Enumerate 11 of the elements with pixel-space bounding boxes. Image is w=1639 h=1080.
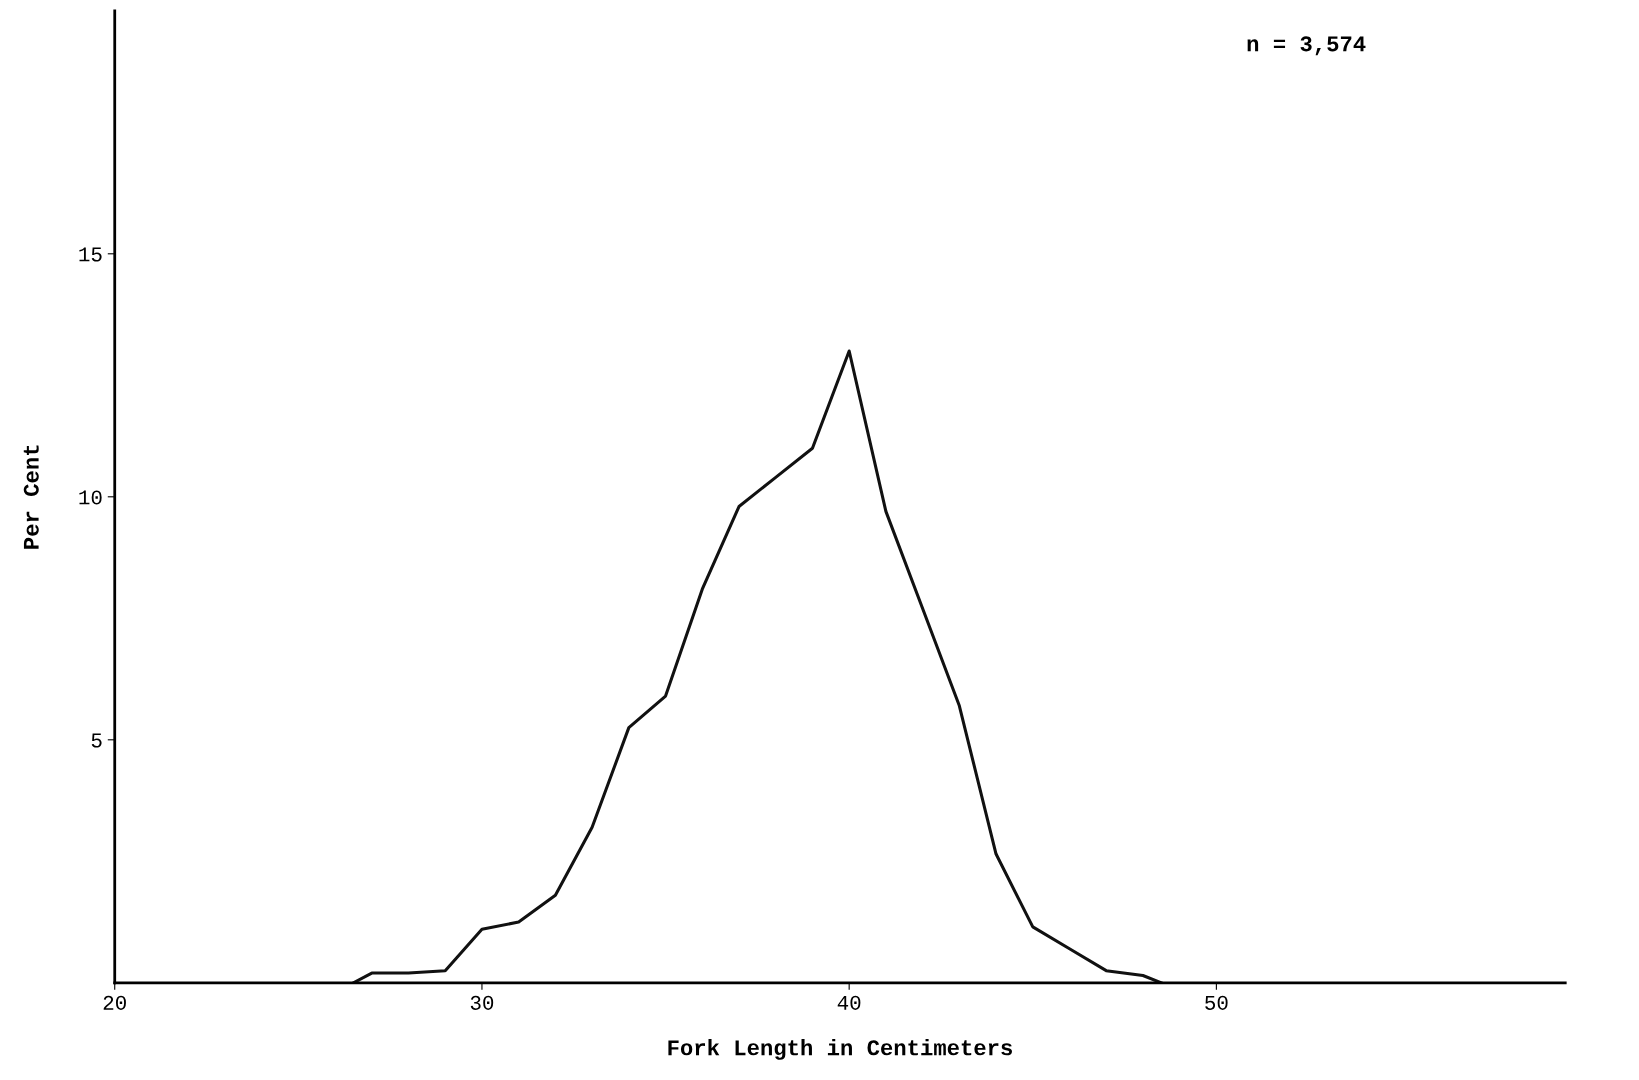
y-tick-label: 15: [79, 247, 102, 262]
y-tick-label: 10: [79, 490, 102, 505]
y-tick-label: 5: [91, 733, 102, 748]
x-tick-label: 20: [103, 995, 126, 1010]
x-axis-title: Fork Length in Centimeters: [668, 1039, 1012, 1060]
x-tick-label: 30: [470, 995, 494, 1010]
line-series: [351, 349, 1163, 983]
x-tick-label: 40: [837, 995, 861, 1010]
annotation: n = 3,574: [1247, 36, 1366, 56]
x-tick-label: 50: [1205, 995, 1228, 1010]
y-axis-title: Per Cent: [23, 445, 39, 549]
